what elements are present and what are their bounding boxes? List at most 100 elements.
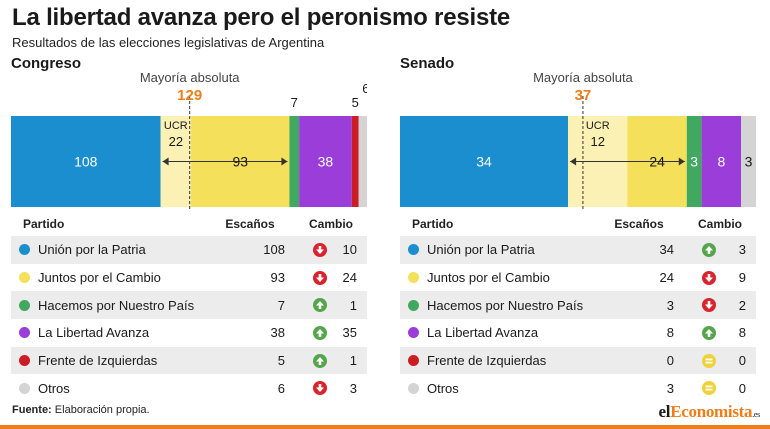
table-row: Unión por la Patria 108 10: [11, 236, 367, 264]
results-table: Partido Escaños Cambio Unión por la Patr…: [11, 212, 367, 402]
party-name: Unión por la Patria: [427, 242, 535, 258]
header-change: Cambio: [308, 217, 353, 231]
seats-cell: 6: [277, 380, 285, 396]
change-arrow-down-icon: [702, 298, 716, 313]
party-name: Frente de Izquierdas: [38, 353, 158, 369]
seats-cell: 3: [666, 297, 674, 313]
table-body: Unión por la Patria 108 10 Juntos por el Ca…: [11, 236, 367, 402]
header-seats: Escaños: [614, 217, 664, 231]
change-cell: 1: [295, 298, 367, 313]
table-body: Unión por la Patria 34 3 Juntos por el Camb…: [400, 236, 756, 402]
party-cell: Juntos por el Cambio: [400, 270, 594, 285]
seat-bar-chart: UCR 12 34 3 8 3 Mayoría absoluta 37 24: [400, 70, 756, 209]
party-cell: Frente de Izquierdas: [11, 353, 205, 368]
majority-value: 37: [575, 87, 592, 104]
change-value: 0: [738, 353, 746, 369]
party-name: La Libertad Avanza: [38, 325, 150, 341]
juntos-span-arrow: [570, 157, 685, 166]
bar-label-hacemos: 7: [291, 95, 298, 110]
bar-segment-otros: [741, 116, 756, 207]
table-row: La Libertad Avanza 38 35: [11, 319, 367, 347]
bar-segment-hacemos: [686, 116, 702, 207]
table-row: Juntos por el Cambio 93 24: [11, 264, 367, 292]
table-row: Hacemos por Nuestro País 7 1: [11, 291, 367, 320]
juntos-span-arrow: [162, 157, 288, 166]
chamber-panel-congreso: Congreso UCR 22 108 7 38 5 6 Mayoría absoluta 12…: [11, 52, 367, 402]
party-cell: Otros: [400, 381, 594, 396]
change-value: 2: [738, 297, 746, 313]
table-header: Partido Escaños Cambio: [400, 212, 756, 236]
bar-label-otros: 6: [362, 81, 367, 96]
party-name: Hacemos por Nuestro País: [427, 297, 584, 313]
change-cell: 24: [295, 270, 367, 285]
change-arrow-up-icon: [313, 298, 327, 313]
table-header: Partido Escaños Cambio: [11, 212, 367, 236]
party-cell: Unión por la Patria: [400, 242, 594, 257]
change-arrow-up-icon: [313, 353, 327, 368]
table-row: Otros 6 3: [11, 374, 367, 402]
change-value: 1: [349, 353, 357, 369]
change-arrow-up-icon: [702, 325, 716, 340]
seats-cell: 38: [270, 325, 285, 341]
page-subtitle: Resultados de las elecciones legislativa…: [12, 35, 325, 50]
table-row: Juntos por el Cambio 24 9: [400, 264, 756, 292]
majority-label: Mayoría absoluta: [140, 70, 240, 85]
seats-cell: 0: [666, 353, 674, 369]
party-color-dot: [19, 299, 30, 311]
bar-segment-hacemos: [289, 116, 300, 207]
change-cell: 35: [295, 325, 367, 340]
change-value: 1: [349, 297, 357, 313]
bar-segment-libertad: [701, 116, 742, 207]
chamber-title: Senado: [400, 55, 455, 72]
chamber-panel-senado: Senado UCR 12 34 3 8 3 Mayoría absoluta 37 24 Pa…: [400, 52, 756, 402]
party-name: Frente de Izquierdas: [427, 353, 547, 369]
source-label: Fuente:: [12, 404, 52, 416]
change-value: 3: [738, 242, 746, 258]
bar-segment-libertad: [299, 116, 352, 207]
ucr-value-label: 12: [591, 134, 605, 149]
party-name: Hacemos por Nuestro País: [38, 297, 195, 313]
chamber-title: Congreso: [11, 55, 82, 72]
table-row: La Libertad Avanza 8 8: [400, 319, 756, 347]
header-party: Partido: [23, 217, 65, 231]
bar-label-libertad: 8: [717, 154, 725, 170]
party-color-dot: [408, 272, 419, 284]
logo-part3: .es: [752, 410, 760, 419]
seats-cell: 5: [277, 353, 285, 369]
party-name: Unión por la Patria: [38, 242, 146, 258]
change-cell: 1: [295, 353, 367, 368]
seats-cell: 3: [666, 380, 674, 396]
majority-value: 129: [177, 87, 202, 104]
change-cell: 3: [295, 381, 367, 396]
party-name: Juntos por el Cambio: [427, 270, 550, 286]
change-equal-icon: [702, 381, 716, 396]
change-equal-icon: [702, 353, 716, 368]
logo-part1: el: [658, 402, 671, 421]
party-cell: Otros: [11, 381, 205, 396]
party-cell: Juntos por el Cambio: [11, 270, 205, 285]
change-arrow-up-icon: [702, 242, 716, 257]
change-cell: 3: [684, 242, 756, 257]
change-arrow-up-icon: [313, 325, 327, 340]
party-color-dot: [19, 327, 30, 339]
source-text: Elaboración propia.: [54, 404, 150, 416]
majority-label: Mayoría absoluta: [533, 70, 633, 85]
change-arrow-down-icon: [702, 270, 716, 285]
results-table: Partido Escaños Cambio Unión por la Patr…: [400, 212, 756, 402]
party-color-dot: [408, 327, 419, 339]
party-cell: Frente de Izquierdas: [400, 353, 594, 368]
party-name: La Libertad Avanza: [427, 325, 539, 341]
change-value: 3: [349, 380, 357, 396]
bar-label-union: 108: [74, 154, 98, 170]
change-value: 24: [342, 270, 357, 286]
change-cell: 10: [295, 242, 367, 257]
logo-part2: Economista: [670, 402, 753, 421]
change-arrow-down-icon: [313, 242, 327, 257]
bar-segment-izquierda: [351, 116, 359, 207]
seats-cell: 93: [270, 270, 285, 286]
seats-cell: 8: [666, 325, 674, 341]
party-name: Otros: [38, 380, 70, 396]
party-cell: Unión por la Patria: [11, 242, 205, 257]
bottom-accent-line: [0, 425, 770, 429]
ucr-value-label: 22: [169, 134, 183, 149]
